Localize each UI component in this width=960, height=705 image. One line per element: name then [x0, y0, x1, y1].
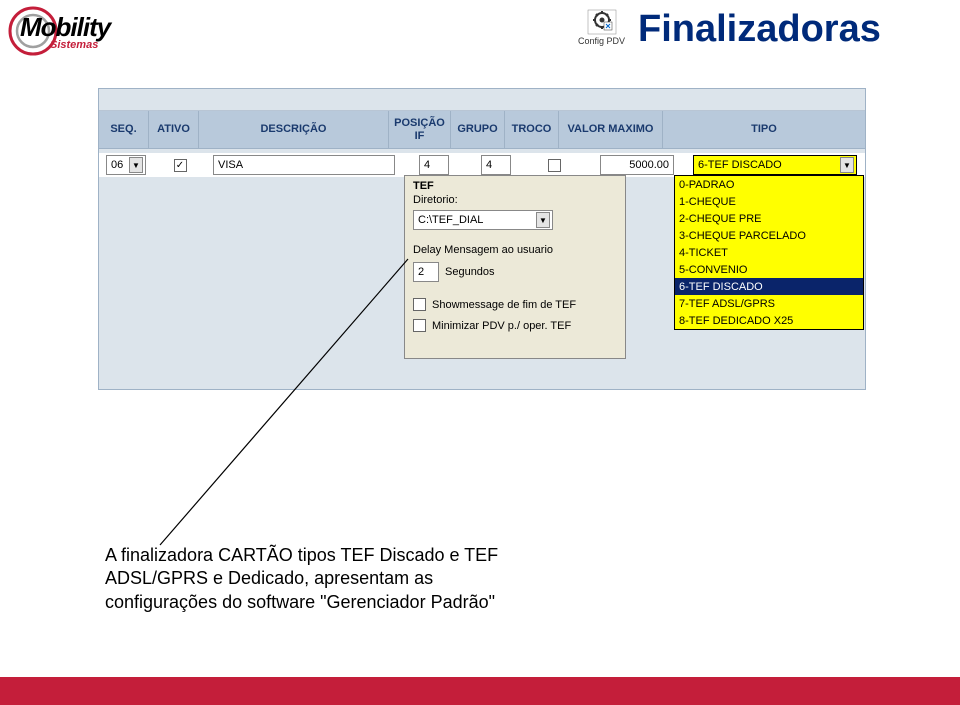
tef-diretorio-value: C:\TEF_DIAL — [418, 214, 483, 226]
pointer-arrow — [158, 255, 418, 555]
caption-line-2: ADSL/GPRS e Dedicado, apresentam as — [105, 568, 433, 588]
descricao-input[interactable]: VISA — [213, 155, 395, 175]
table-header-row: SEQ. ATIVO DESCRIÇÃO POSIÇÃO IF GRUPO TR… — [99, 111, 865, 149]
th-valor-max: VALOR MAXIMO — [559, 111, 663, 148]
seq-select[interactable]: 06 ▼ — [106, 155, 146, 175]
tef-config-panel: TEF Diretorio: C:\TEF_DIAL ▼ Delay Mensa… — [404, 175, 626, 359]
grupo-value: 4 — [486, 159, 492, 171]
grupo-input[interactable]: 4 — [481, 155, 511, 175]
dropdown-option[interactable]: 8-TEF DEDICADO X25 — [675, 312, 863, 329]
th-tipo: TIPO — [663, 111, 865, 148]
dropdown-option[interactable]: 5-CONVENIO — [675, 261, 863, 278]
dropdown-option[interactable]: 4-TICKET — [675, 244, 863, 261]
tef-delay-unit: Segundos — [445, 266, 495, 278]
dropdown-option[interactable]: 7-TEF ADSL/GPRS — [675, 295, 863, 312]
th-troco: TROCO — [505, 111, 559, 148]
posicao-if-input[interactable]: 4 — [419, 155, 449, 175]
caption-line-3: configurações do software "Gerenciador P… — [105, 592, 495, 612]
tef-panel-title: TEF — [405, 176, 625, 192]
tef-diretorio-select[interactable]: C:\TEF_DIAL ▼ — [413, 210, 553, 230]
logo-subtitle: Sistemas — [50, 39, 110, 51]
seq-value: 06 — [111, 159, 123, 171]
tipo-select[interactable]: 6-TEF DISCADO ▼ — [693, 155, 857, 175]
tef-diretorio-label: Diretorio: — [405, 192, 625, 208]
slide-header: Mobility Sistemas — [0, 0, 960, 65]
table-row: 06 ▼ ✓ VISA 4 4 — [99, 153, 865, 177]
dropdown-option[interactable]: 0-PADRAO — [675, 176, 863, 193]
chevron-down-icon: ▼ — [536, 212, 550, 228]
tef-showmessage-label: Showmessage de fim de TEF — [432, 299, 576, 311]
ativo-checkbox[interactable]: ✓ — [174, 159, 187, 172]
chevron-down-icon: ▼ — [129, 157, 143, 173]
th-seq: SEQ. — [99, 111, 149, 148]
dropdown-option[interactable]: 2-CHEQUE PRE — [675, 210, 863, 227]
valor-max-input[interactable]: 5000.00 — [600, 155, 674, 175]
config-pdv-icon-group: Config PDV — [578, 8, 625, 46]
troco-checkbox[interactable] — [548, 159, 561, 172]
tef-delay-label: Delay Mensagem ao usuario — [405, 242, 625, 258]
th-ativo: ATIVO — [149, 111, 199, 148]
dropdown-option[interactable]: 3-CHEQUE PARCELADO — [675, 227, 863, 244]
descricao-value: VISA — [218, 159, 243, 171]
logo: Mobility Sistemas — [8, 6, 110, 56]
chevron-down-icon: ▼ — [840, 157, 854, 173]
config-pdv-label: Config PDV — [578, 36, 625, 46]
tipo-dropdown-list[interactable]: 0-PADRAO1-CHEQUE2-CHEQUE PRE3-CHEQUE PAR… — [674, 175, 864, 330]
posicao-if-value: 4 — [424, 159, 430, 171]
footer-bar — [0, 677, 960, 705]
valor-max-value: 5000.00 — [629, 159, 669, 171]
th-grupo: GRUPO — [451, 111, 505, 148]
tef-delay-value: 2 — [418, 266, 424, 278]
tipo-value: 6-TEF DISCADO — [698, 159, 782, 171]
ativo-check: ✓ — [176, 160, 184, 171]
th-posicao-if: POSIÇÃO IF — [389, 111, 451, 148]
gear-icon — [586, 8, 618, 36]
toolbar-strip — [99, 89, 865, 111]
dropdown-option[interactable]: 6-TEF DISCADO — [675, 278, 863, 295]
dropdown-option[interactable]: 1-CHEQUE — [675, 193, 863, 210]
page-title: Finalizadoras — [638, 8, 881, 51]
tef-minimizar-label: Minimizar PDV p./ oper. TEF — [432, 320, 571, 332]
th-descricao: DESCRIÇÃO — [199, 111, 389, 148]
